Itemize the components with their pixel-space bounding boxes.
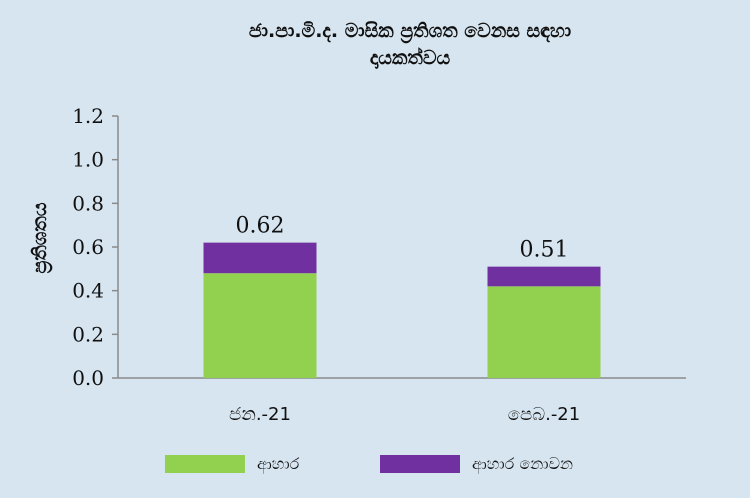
- y-tick-label: 1.2: [72, 104, 104, 128]
- legend-label-food: ආහාර: [257, 454, 300, 473]
- y-tick-label: 0.0: [72, 366, 104, 390]
- bar-segment: [203, 242, 317, 274]
- bar-segment: [203, 273, 317, 378]
- legend-swatch-food: [165, 455, 245, 473]
- legend-swatch-nonfood: [380, 455, 460, 473]
- bar-total-label: 0.62: [236, 214, 285, 239]
- bar-total-label: 0.51: [520, 238, 569, 263]
- y-tick-label: 0.4: [72, 279, 104, 303]
- bar-segment: [487, 266, 601, 287]
- x-category-label: ජන.-21: [229, 404, 291, 425]
- legend-item-nonfood: ආහාර නොවන: [380, 454, 573, 474]
- chart-title: ජා.පා.මි.ද. මාසික ප්‍රතිශත වෙනස සඳහා දාය…: [150, 18, 670, 72]
- legend: ආහාර ආහාර නොවන: [0, 454, 750, 478]
- legend-label-nonfood: ආහාර නොවන: [472, 454, 574, 473]
- legend-item-food: ආහාර: [165, 454, 299, 474]
- y-tick-label: 0.2: [72, 322, 104, 346]
- x-category-label: පෙබ.-21: [508, 404, 580, 425]
- y-tick-label: 0.8: [72, 191, 104, 215]
- y-tick-label: 0.6: [72, 235, 104, 259]
- chart-title-line-1: ජා.පා.මි.ද. මාසික ප්‍රතිශත වෙනස සඳහා: [248, 20, 572, 42]
- chart-title-line-2: දායකත්වය: [369, 47, 451, 69]
- bar-segment: [487, 286, 601, 378]
- y-tick-label: 1.0: [72, 148, 104, 172]
